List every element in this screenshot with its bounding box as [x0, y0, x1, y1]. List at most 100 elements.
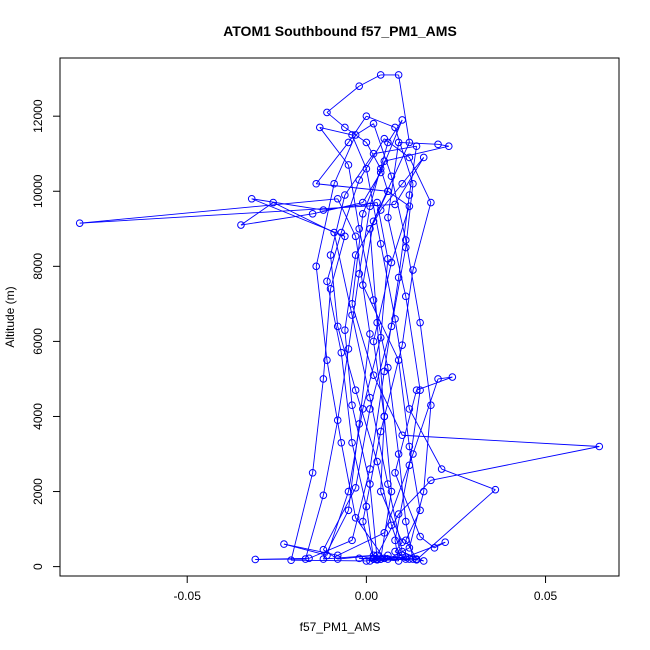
- series-segment: [369, 228, 378, 323]
- series-segment: [384, 145, 449, 162]
- series-segment: [308, 539, 353, 559]
- data-point: [416, 318, 424, 327]
- data-point: [362, 557, 371, 565]
- data-point: [376, 555, 385, 563]
- data-point: [333, 551, 342, 560]
- series-segment: [351, 315, 371, 398]
- data-point: [409, 266, 417, 274]
- data-point: [355, 554, 364, 563]
- data-point: [434, 140, 442, 149]
- series-segment: [79, 198, 338, 224]
- data-point: [355, 176, 364, 184]
- series-segment: [376, 461, 392, 526]
- data-point: [337, 348, 346, 357]
- data-point: [373, 198, 381, 207]
- series-segment: [273, 202, 335, 233]
- data-point: [358, 198, 367, 207]
- series-segment: [365, 506, 374, 560]
- data-point: [398, 551, 407, 560]
- series-segment: [408, 408, 443, 470]
- data-point: [341, 326, 349, 334]
- data-point: [312, 179, 321, 188]
- data-point: [333, 416, 342, 425]
- data-point: [409, 179, 417, 188]
- series-segment: [373, 374, 403, 436]
- series-segment: [351, 442, 367, 507]
- series-segment: [333, 232, 353, 316]
- data-point: [344, 161, 353, 169]
- data-point: [355, 224, 364, 233]
- y-tick-label: 8000: [31, 253, 45, 280]
- series-segment: [358, 228, 374, 301]
- data-point: [369, 217, 378, 226]
- series-segment: [369, 142, 389, 207]
- data-point: [326, 251, 335, 259]
- data-point: [348, 300, 356, 308]
- data-point: [416, 532, 424, 541]
- data-point: [308, 468, 317, 477]
- series-segment: [373, 341, 385, 417]
- series-segment: [240, 202, 274, 226]
- data-point: [391, 547, 399, 556]
- series-segment: [358, 138, 385, 181]
- series-segment: [369, 326, 392, 410]
- data-point: [391, 200, 399, 209]
- data-point: [401, 236, 410, 244]
- data-point: [348, 536, 356, 545]
- series-segment: [416, 489, 496, 561]
- data-point: [366, 465, 374, 473]
- data-point: [358, 209, 367, 218]
- y-tick-label: 10000: [31, 174, 45, 208]
- series-segment: [362, 431, 382, 522]
- data-point: [358, 281, 367, 289]
- series-segment: [322, 420, 339, 496]
- y-tick-label: 2000: [31, 478, 45, 505]
- data-point: [430, 544, 439, 552]
- data-point: [394, 557, 403, 565]
- data-point: [333, 194, 342, 203]
- series-segment: [283, 543, 338, 556]
- series-segment: [351, 468, 371, 541]
- series-segment: [387, 367, 400, 455]
- series-segment: [355, 209, 382, 256]
- data-point: [237, 221, 245, 229]
- data-point: [323, 551, 331, 560]
- data-point: [319, 545, 328, 554]
- series-segment: [387, 217, 407, 297]
- data-point: [409, 555, 417, 563]
- data-point: [366, 405, 374, 413]
- series-segment: [255, 557, 310, 560]
- data-point: [401, 553, 410, 562]
- series-segment: [326, 112, 346, 128]
- data-point: [348, 131, 356, 139]
- series-segment: [326, 491, 349, 556]
- data-point: [391, 315, 399, 323]
- data-point: [380, 529, 389, 537]
- series-segment: [380, 491, 392, 560]
- data-point: [351, 232, 360, 241]
- series-segment: [369, 483, 378, 560]
- data-point: [373, 555, 381, 563]
- data-point: [366, 480, 374, 488]
- data-point: [434, 375, 442, 383]
- series-segment: [398, 453, 407, 522]
- data-point: [398, 547, 407, 556]
- series-segment: [423, 405, 432, 492]
- series-segment: [376, 322, 385, 417]
- series-segment: [322, 288, 331, 379]
- series-segment: [383, 416, 392, 492]
- series-segment: [337, 532, 385, 556]
- data-point: [369, 371, 378, 379]
- series-segment: [369, 371, 385, 470]
- data-point: [405, 442, 414, 451]
- data-point: [419, 557, 428, 565]
- data-point: [401, 536, 410, 545]
- data-point: [348, 438, 356, 447]
- data-point: [369, 555, 378, 563]
- series-segment: [380, 258, 389, 338]
- data-point: [405, 405, 414, 413]
- data-point: [384, 138, 392, 147]
- series-segment: [419, 322, 432, 406]
- data-point: [376, 487, 385, 496]
- series-segment: [394, 390, 417, 473]
